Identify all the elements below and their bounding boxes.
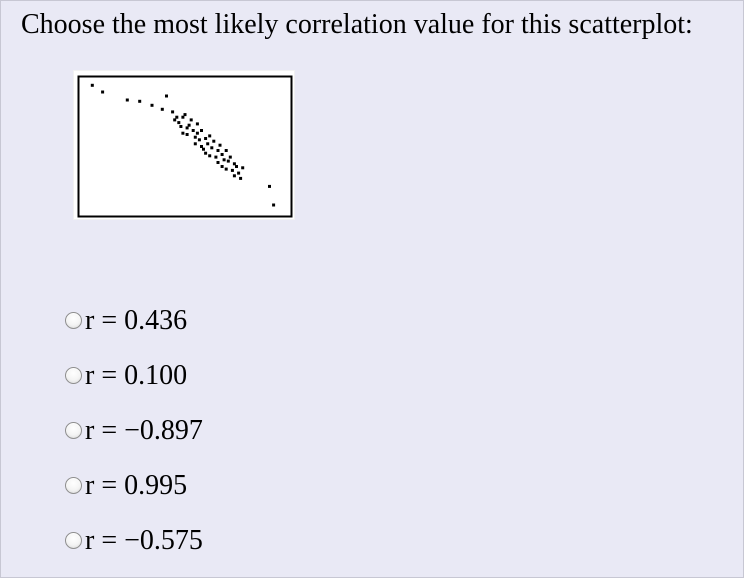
scatter-point <box>181 131 185 135</box>
scatter-point <box>241 166 245 170</box>
radio-button-1[interactable] <box>65 312 82 329</box>
scatter-point <box>187 123 191 127</box>
scatter-point <box>150 103 154 107</box>
scatter-point <box>214 155 218 159</box>
scatter-point <box>181 115 185 119</box>
answer-option-label: r = −0.575 <box>85 524 203 556</box>
scatter-point <box>202 147 205 151</box>
scatter-point <box>218 143 222 147</box>
scatter-point <box>173 118 177 122</box>
radio-button-5[interactable] <box>65 532 82 549</box>
scatter-point <box>220 153 224 156</box>
scatter-point <box>204 151 208 155</box>
scatter-point <box>160 107 164 111</box>
answer-option-3[interactable]: r = −0.897 <box>65 403 203 458</box>
scatter-point <box>210 146 214 150</box>
scatter-point <box>191 129 195 132</box>
radio-button-2[interactable] <box>65 367 82 384</box>
scatter-point <box>197 138 201 142</box>
scatter-point <box>200 145 203 148</box>
answer-option-label: r = 0.995 <box>85 469 188 501</box>
scatter-point <box>204 137 208 140</box>
scatter-point <box>175 115 179 119</box>
scatter-points <box>90 83 276 207</box>
scatter-point <box>224 149 228 152</box>
scatter-point <box>185 133 189 136</box>
answer-option-label: r = 0.100 <box>85 359 188 391</box>
question-prompt: Choose the most likely correlation value… <box>21 9 693 40</box>
scatter-point <box>235 165 238 168</box>
answer-options: r = 0.436 r = 0.100 r = −0.897 r = 0.995… <box>65 293 203 568</box>
scatter-point <box>226 159 230 163</box>
scatterplot-svg <box>77 75 293 218</box>
radio-button-3[interactable] <box>65 422 82 439</box>
scatter-point <box>125 98 129 102</box>
scatter-point <box>138 99 142 103</box>
scatterplot <box>73 70 295 220</box>
scatter-point <box>220 165 224 168</box>
answer-option-5[interactable]: r = −0.575 <box>65 513 203 568</box>
answer-option-2[interactable]: r = 0.100 <box>65 348 203 403</box>
scatter-point <box>200 129 203 132</box>
scatter-point <box>195 131 199 135</box>
answer-option-4[interactable]: r = 0.995 <box>65 458 203 513</box>
radio-button-4[interactable] <box>65 477 82 494</box>
scatter-point <box>206 142 210 146</box>
scatter-point <box>232 174 236 178</box>
scatter-point <box>165 94 168 98</box>
scatter-point <box>177 121 181 125</box>
scatter-point <box>171 110 175 114</box>
scatter-point <box>193 142 197 146</box>
scatter-point <box>208 154 212 158</box>
scatter-point <box>216 161 220 164</box>
scatter-point <box>232 162 236 166</box>
scatter-point <box>224 167 228 171</box>
scatter-point <box>216 149 220 152</box>
answer-option-label: r = 0.436 <box>85 304 188 336</box>
scatter-point <box>90 83 94 87</box>
scatter-point <box>208 134 212 138</box>
scatter-point <box>189 118 193 122</box>
scatter-point <box>185 126 189 130</box>
scatter-point <box>222 158 226 162</box>
answer-option-label: r = −0.897 <box>85 414 203 446</box>
scatter-point <box>183 113 187 117</box>
scatter-point <box>272 203 276 207</box>
scatter-point <box>230 168 234 172</box>
scatter-point <box>212 139 216 143</box>
scatter-point <box>195 122 199 126</box>
scatter-point <box>193 135 197 139</box>
scatter-point <box>228 155 232 159</box>
scatter-point <box>268 184 271 188</box>
scatter-point <box>101 90 105 94</box>
answer-option-1[interactable]: r = 0.436 <box>65 293 203 348</box>
scatter-point <box>237 171 241 175</box>
plot-border <box>77 75 293 218</box>
scatter-point <box>239 176 243 180</box>
scatter-point <box>179 125 183 128</box>
